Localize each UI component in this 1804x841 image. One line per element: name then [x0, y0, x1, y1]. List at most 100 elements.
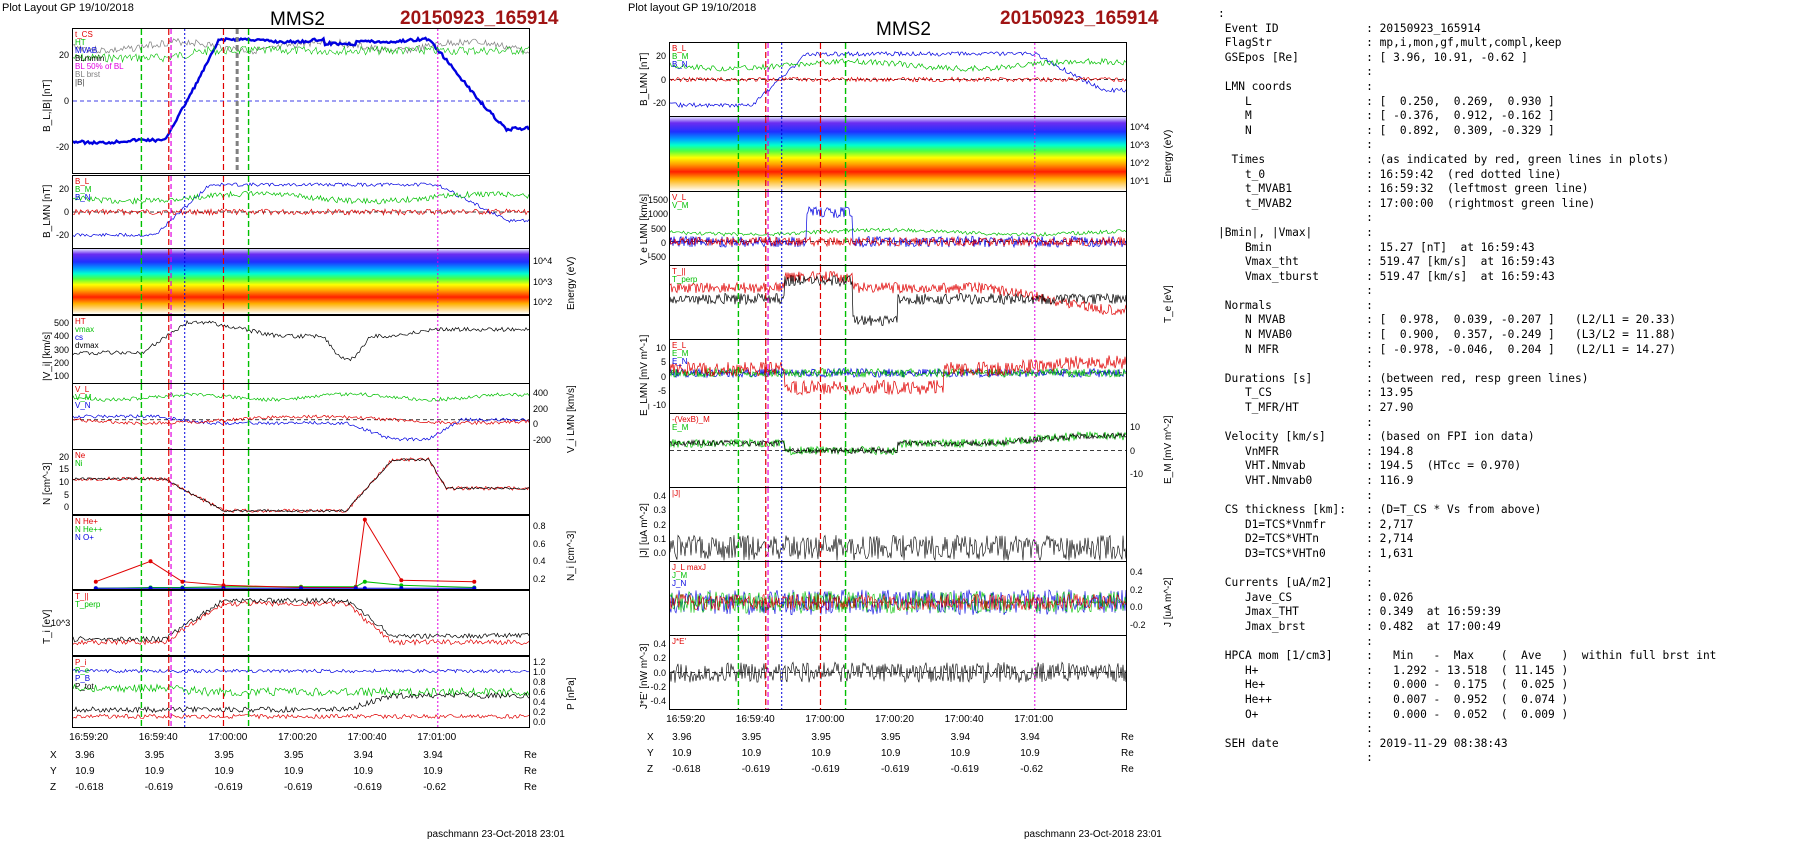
mid-pos-unit: Re: [1121, 764, 1134, 775]
left-legend-entry: P_e: [75, 666, 90, 675]
mid-legend-entry: T_||: [672, 267, 686, 276]
mid-pos-value: 3.95: [741, 732, 762, 743]
mid-ytick: -500: [648, 252, 667, 263]
mid-ytick: 0.3: [653, 505, 666, 516]
mid-pos-value: 10.9: [881, 748, 901, 759]
left-ytick-right: 10^4: [533, 255, 553, 266]
left-time-tick: 17:00:00: [208, 732, 248, 743]
left-legend-entry: B_M: [75, 185, 92, 194]
mid-time-tick: 17:01:00: [1014, 714, 1054, 725]
left-legend-entry: BLmmin: [75, 54, 105, 63]
left-legend-entry: N He++: [75, 525, 103, 534]
left-pos-value: -0.619: [284, 782, 313, 793]
mid-legend-entry: -(VexB)_M: [672, 415, 710, 424]
mid-pos-value: 3.95: [811, 732, 831, 743]
left-pos-row-label: Y: [50, 766, 57, 777]
mid-legend-entry: J_M: [672, 571, 688, 580]
left-legend-entry: P_tot: [75, 682, 94, 691]
left-ytick-right: 0.2: [533, 574, 546, 585]
left-pos-value: 3.96: [75, 750, 95, 761]
mid-pos-value: -0.619: [881, 764, 910, 775]
mid-ytick: -10: [652, 400, 666, 411]
mid-ytick: -5: [657, 385, 666, 396]
left-legend-entry: P_B: [75, 674, 91, 683]
left-ytick-right: 0.8: [533, 677, 546, 687]
bl-line: [73, 182, 529, 238]
left-ytick-right: 200: [533, 403, 549, 414]
mid-time-tick: 17:00:40: [944, 714, 984, 725]
panel-plot-svg: [140, 249, 439, 314]
panel-plot-svg: [670, 414, 1126, 487]
left-ytick: 15: [58, 464, 69, 475]
mid-pos-value: -0.618: [672, 764, 701, 775]
mid-ytick: -20: [652, 97, 666, 108]
bm-line: [670, 57, 1126, 73]
pressure-panel: [72, 656, 530, 728]
e-lmn-panel: [669, 339, 1127, 414]
en-line: [670, 355, 1126, 396]
em-line: [670, 367, 1126, 379]
vi-line: [73, 320, 529, 362]
left-legend-entry: P_i: [75, 658, 87, 667]
mid-ytick-right: 0.4: [1130, 566, 1143, 577]
left-ytick-right: 0.2: [533, 707, 546, 717]
left-pos-value: 10.9: [144, 766, 165, 777]
left-ytick-right: 0: [533, 419, 539, 430]
left-legend-entry: BL 50% of BL: [75, 62, 124, 71]
mid-legend-entry: |J|: [672, 489, 681, 498]
left-pos-value: 3.95: [284, 750, 304, 761]
left-legend-entry: B_N: [75, 193, 91, 202]
left-ytick: -20: [55, 141, 69, 152]
mid-ytick: 0.4: [653, 638, 666, 649]
left-pos-unit: Re: [524, 766, 537, 777]
panel-plot-svg: [670, 636, 1126, 709]
ve-l-line: [670, 206, 1126, 249]
mid-pos-value: 10.9: [672, 748, 692, 759]
mid-ytick: 0: [660, 371, 666, 382]
left-ytick-right: 1.0: [533, 667, 546, 677]
left-pos-value: 10.9: [284, 766, 304, 777]
mid-ytick: 0.1: [653, 533, 666, 544]
left-pos-value: -0.619: [214, 782, 243, 793]
left-pos-unit: Re: [524, 750, 537, 761]
jmag-line: [670, 534, 1126, 561]
mid-time-tick: 17:00:00: [805, 714, 845, 725]
te-panel: [669, 265, 1127, 340]
mid-pos-value: -0.619: [811, 764, 840, 775]
left-ytick-right: 0.4: [533, 556, 546, 567]
mid-legend-entry: E_M: [672, 349, 689, 358]
left-ylabel-right-ni: N_i [cm^-3]: [566, 530, 577, 582]
left-ylabel-right-vlmn: V_i LMN [km/s]: [566, 385, 577, 453]
bn-line: [670, 76, 1126, 83]
vi-panel: [72, 315, 530, 384]
mid-legend-entry: B_L: [672, 44, 687, 53]
panel-plot-svg: [670, 192, 1126, 265]
panel-plot-svg: [670, 488, 1126, 561]
left-ytick: 5: [63, 489, 69, 500]
left-spacecraft-label: MMS2: [270, 9, 325, 30]
te-perp-line: [670, 274, 1126, 326]
panel-plot-svg: [73, 384, 529, 449]
mid-legend-entry: V_L: [672, 193, 687, 202]
left-ytick-right: 0.6: [533, 538, 546, 549]
left-ytick-right: -200: [533, 435, 552, 446]
mid-ytick: 10: [655, 342, 666, 353]
left-time-tick: 17:00:20: [278, 732, 317, 743]
mid-pos-value: 3.95: [881, 732, 901, 743]
panel-plot-svg: [73, 29, 529, 173]
pb-line: [73, 692, 529, 714]
left-pos-value: 10.9: [75, 766, 95, 777]
left-ytick: 300: [53, 344, 69, 355]
left-ytick: 10^3: [51, 618, 71, 628]
mid-ytick-right: -10: [1130, 468, 1144, 479]
left-legend-entry: T_||: [75, 592, 89, 601]
mid-ytick: -0.2: [650, 681, 666, 692]
mid-ytick: 20: [655, 51, 666, 62]
left-pos-row-label: X: [50, 750, 57, 761]
mid-time-tick: 17:00:20: [875, 714, 914, 725]
left-legend-entry: Ni: [75, 459, 83, 468]
left-pos-value: 10.9: [423, 766, 443, 777]
mid-ytick-right: 10^1: [1130, 176, 1150, 187]
panel-plot-svg: [670, 562, 1126, 635]
left-pos-unit: Re: [524, 782, 537, 793]
